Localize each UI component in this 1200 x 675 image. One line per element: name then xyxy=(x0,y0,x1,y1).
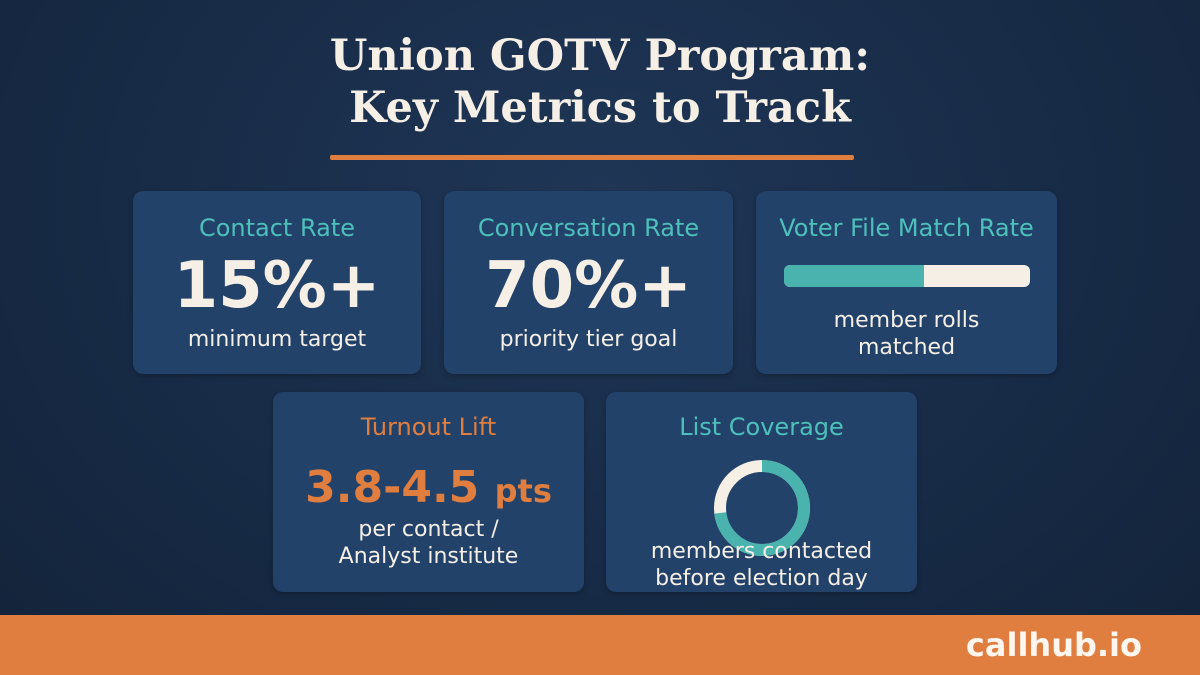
contact-rate-card: Contact Rate 15%+ minimum target xyxy=(133,191,421,374)
conversation-rate-card: Conversation Rate 70%+ priority tier goa… xyxy=(444,191,733,374)
list-coverage-caption-line-1: members contacted xyxy=(650,539,873,564)
turnout-lift-card: Turnout Lift 3.8-4.5 pts per contact / A… xyxy=(273,392,584,592)
turnout-lift-value-row: 3.8-4.5 pts xyxy=(273,462,584,517)
contact-rate-value: 15%+ xyxy=(173,249,381,323)
conversation-rate-title: Conversation Rate xyxy=(477,214,700,242)
title-line-2: Key Metrics to Track xyxy=(349,83,851,133)
list-coverage-title: List Coverage xyxy=(679,413,844,441)
voter-file-match-caption: member rolls matched xyxy=(756,307,1057,361)
list-coverage-caption-line-2: before election day xyxy=(655,566,868,591)
match-progress-bar xyxy=(784,265,1030,287)
conversation-rate-value: 70%+ xyxy=(485,249,692,323)
conversation-rate-caption: priority tier goal xyxy=(499,327,678,352)
contact-rate-title: Contact Rate xyxy=(198,214,356,242)
turnout-lift-value: 3.8-4.5 xyxy=(305,462,480,513)
voter-file-match-card: Voter File Match Rate member rolls match… xyxy=(756,191,1057,374)
turnout-lift-caption: per contact / Analyst institute xyxy=(273,516,584,570)
voter-file-match-caption-line-2: matched xyxy=(857,335,956,360)
list-coverage-card: List Coverage members contacted before e… xyxy=(606,392,917,592)
page-title: Union GOTV Program: Key Metrics to Track xyxy=(0,30,1200,134)
turnout-lift-caption-line-1: per contact / xyxy=(358,517,499,542)
contact-rate-caption: minimum target xyxy=(187,327,367,352)
turnout-lift-unit: pts xyxy=(494,472,552,510)
turnout-lift-title: Turnout Lift xyxy=(360,413,497,441)
turnout-lift-caption-line-2: Analyst institute xyxy=(338,544,519,569)
title-underline xyxy=(330,155,854,160)
list-coverage-caption: members contacted before election day xyxy=(606,538,917,592)
title-line-1: Union GOTV Program: xyxy=(329,31,871,81)
list-coverage-ring xyxy=(714,460,810,556)
brand-logo: callhub.io xyxy=(965,626,1142,664)
voter-file-match-title: Voter File Match Rate xyxy=(779,214,1034,242)
voter-file-match-caption-line-1: member rolls xyxy=(833,308,980,333)
ring-fill-arc xyxy=(714,460,810,556)
footer-bar: callhub.io xyxy=(0,615,1200,675)
match-progress-fill xyxy=(784,265,925,287)
